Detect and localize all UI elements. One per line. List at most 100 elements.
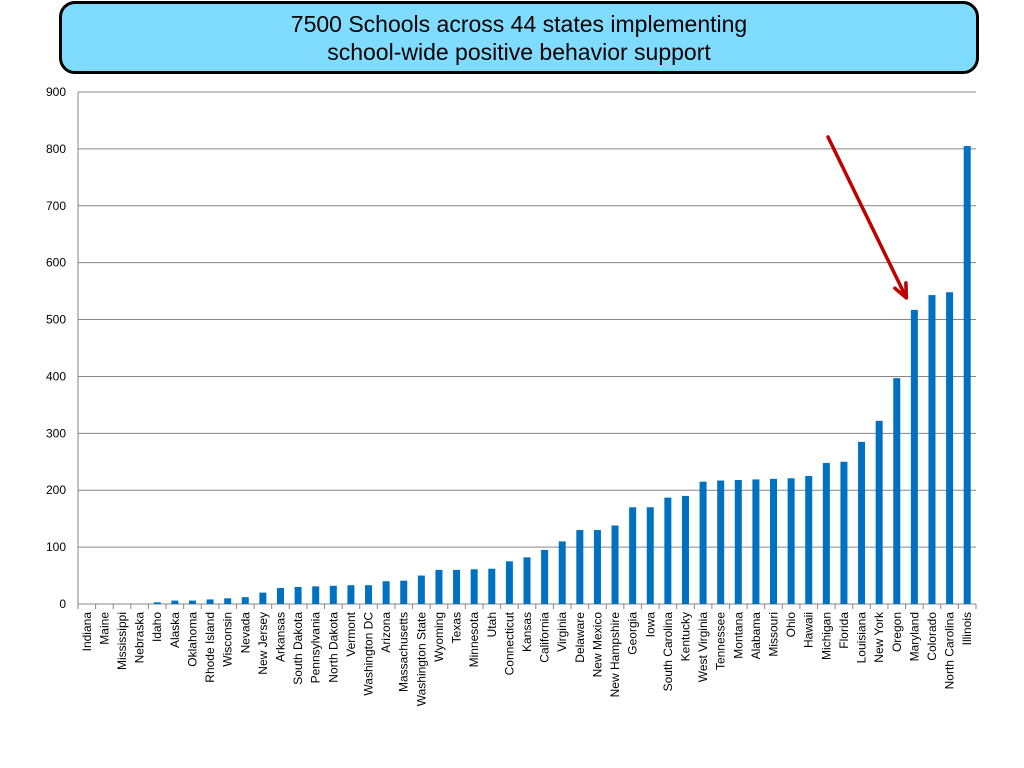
y-tick-label: 600 <box>46 256 66 270</box>
x-tick-label: Rhode Island <box>203 612 217 683</box>
bar <box>488 568 496 604</box>
bar <box>629 507 637 604</box>
x-tick-label: Washington State <box>414 612 428 707</box>
bar <box>593 530 601 604</box>
x-tick-label: Delaware <box>573 612 587 663</box>
x-tick-label: Virginia <box>555 612 569 652</box>
bar <box>470 569 478 604</box>
bar <box>171 600 179 604</box>
x-tick-label: Wisconsin <box>221 612 235 667</box>
bar <box>541 549 549 604</box>
y-tick-label: 200 <box>46 483 66 497</box>
bar <box>417 575 425 604</box>
x-tick-label: Nevada <box>238 612 252 654</box>
bar <box>382 581 390 604</box>
x-tick-label: North Carolina <box>943 612 957 690</box>
x-tick-label: Colorado <box>925 612 939 661</box>
bar <box>681 495 689 604</box>
x-tick-label: Arkansas <box>273 612 287 662</box>
bar <box>928 295 936 604</box>
title-line-2: school-wide positive behavior support <box>327 38 711 65</box>
bar <box>153 602 161 604</box>
bar <box>576 530 584 604</box>
x-tick-label: Tennessee <box>714 612 728 670</box>
x-tick-label: New Mexico <box>590 612 604 678</box>
x-tick-label: Florida <box>837 612 851 649</box>
x-tick-label: Kentucky <box>678 612 692 661</box>
x-tick-label: Texas <box>450 612 464 643</box>
x-tick-label: Ohio <box>784 612 798 638</box>
x-tick-label: Maine <box>97 612 111 645</box>
bar <box>365 585 373 604</box>
annotation-arrowhead <box>893 281 909 300</box>
x-tick-label: Oklahoma <box>185 612 199 667</box>
bar <box>717 480 725 604</box>
y-tick-label: 700 <box>46 199 66 213</box>
bar <box>312 586 320 604</box>
x-tick-label: New Hampshire <box>608 612 622 698</box>
bar <box>734 479 742 604</box>
bar <box>858 441 866 604</box>
bar <box>347 585 355 604</box>
bar <box>611 525 619 604</box>
x-tick-label: West Virginia <box>696 612 710 683</box>
x-tick-label: New Jersey <box>256 612 270 675</box>
bar <box>259 592 267 604</box>
x-tick-label: New York <box>872 611 886 663</box>
y-tick-label: 900 <box>46 85 66 99</box>
x-tick-label: Vermont <box>344 611 358 656</box>
x-tick-label: Montana <box>731 612 745 659</box>
bar <box>241 597 249 604</box>
x-tick-label: Louisiana <box>855 612 869 664</box>
x-tick-label: Alaska <box>168 612 182 648</box>
bar <box>805 476 813 604</box>
bar <box>664 497 672 604</box>
bar <box>963 146 971 605</box>
bar <box>188 600 196 604</box>
x-tick-label: Illinois <box>960 612 974 645</box>
bar <box>875 420 883 604</box>
x-tick-label: Oregon <box>890 612 904 652</box>
bar <box>435 569 443 604</box>
x-tick-label: Arizona <box>379 612 393 653</box>
x-tick-label: Massachusetts <box>397 612 411 692</box>
bar <box>893 378 901 604</box>
bar <box>822 462 830 604</box>
x-tick-label: Idaho <box>150 612 164 642</box>
x-tick-label: California <box>538 612 552 663</box>
bar <box>840 461 848 604</box>
y-tick-label: 500 <box>46 313 66 327</box>
title-line-1: 7500 Schools across 44 states implementi… <box>290 10 748 37</box>
x-tick-label: Washington DC <box>362 612 376 696</box>
y-tick-label: 800 <box>46 142 66 156</box>
bar <box>329 585 337 604</box>
x-tick-label: Kansas <box>520 612 534 652</box>
x-tick-label: Hawaii <box>802 612 816 648</box>
bar <box>946 292 954 604</box>
bar <box>646 507 654 604</box>
x-tick-label: Nebraska <box>133 612 147 664</box>
bar <box>558 541 566 604</box>
y-tick-label: 300 <box>46 426 66 440</box>
x-tick-label: Michigan <box>819 612 833 660</box>
x-tick-label: Georgia <box>626 612 640 655</box>
annotation-arrow <box>826 135 909 300</box>
x-tick-label: Maryland <box>907 612 921 661</box>
x-tick-label: Indiana <box>80 612 94 652</box>
x-tick-label: Iowa <box>643 612 657 638</box>
bar <box>224 598 232 604</box>
bar <box>505 561 513 604</box>
bar <box>770 478 778 604</box>
x-tick-label: South Carolina <box>661 612 675 692</box>
x-tick-label: Pennsylvania <box>309 612 323 684</box>
bar <box>910 309 918 604</box>
x-tick-label: Mississippi <box>115 612 129 670</box>
bar <box>400 580 408 604</box>
bar <box>206 599 214 604</box>
y-tick-label: 400 <box>46 369 66 383</box>
y-tick-label: 100 <box>46 540 66 554</box>
y-tick-label: 0 <box>59 597 66 611</box>
bar <box>276 588 284 604</box>
x-tick-label: Connecticut <box>502 611 516 675</box>
